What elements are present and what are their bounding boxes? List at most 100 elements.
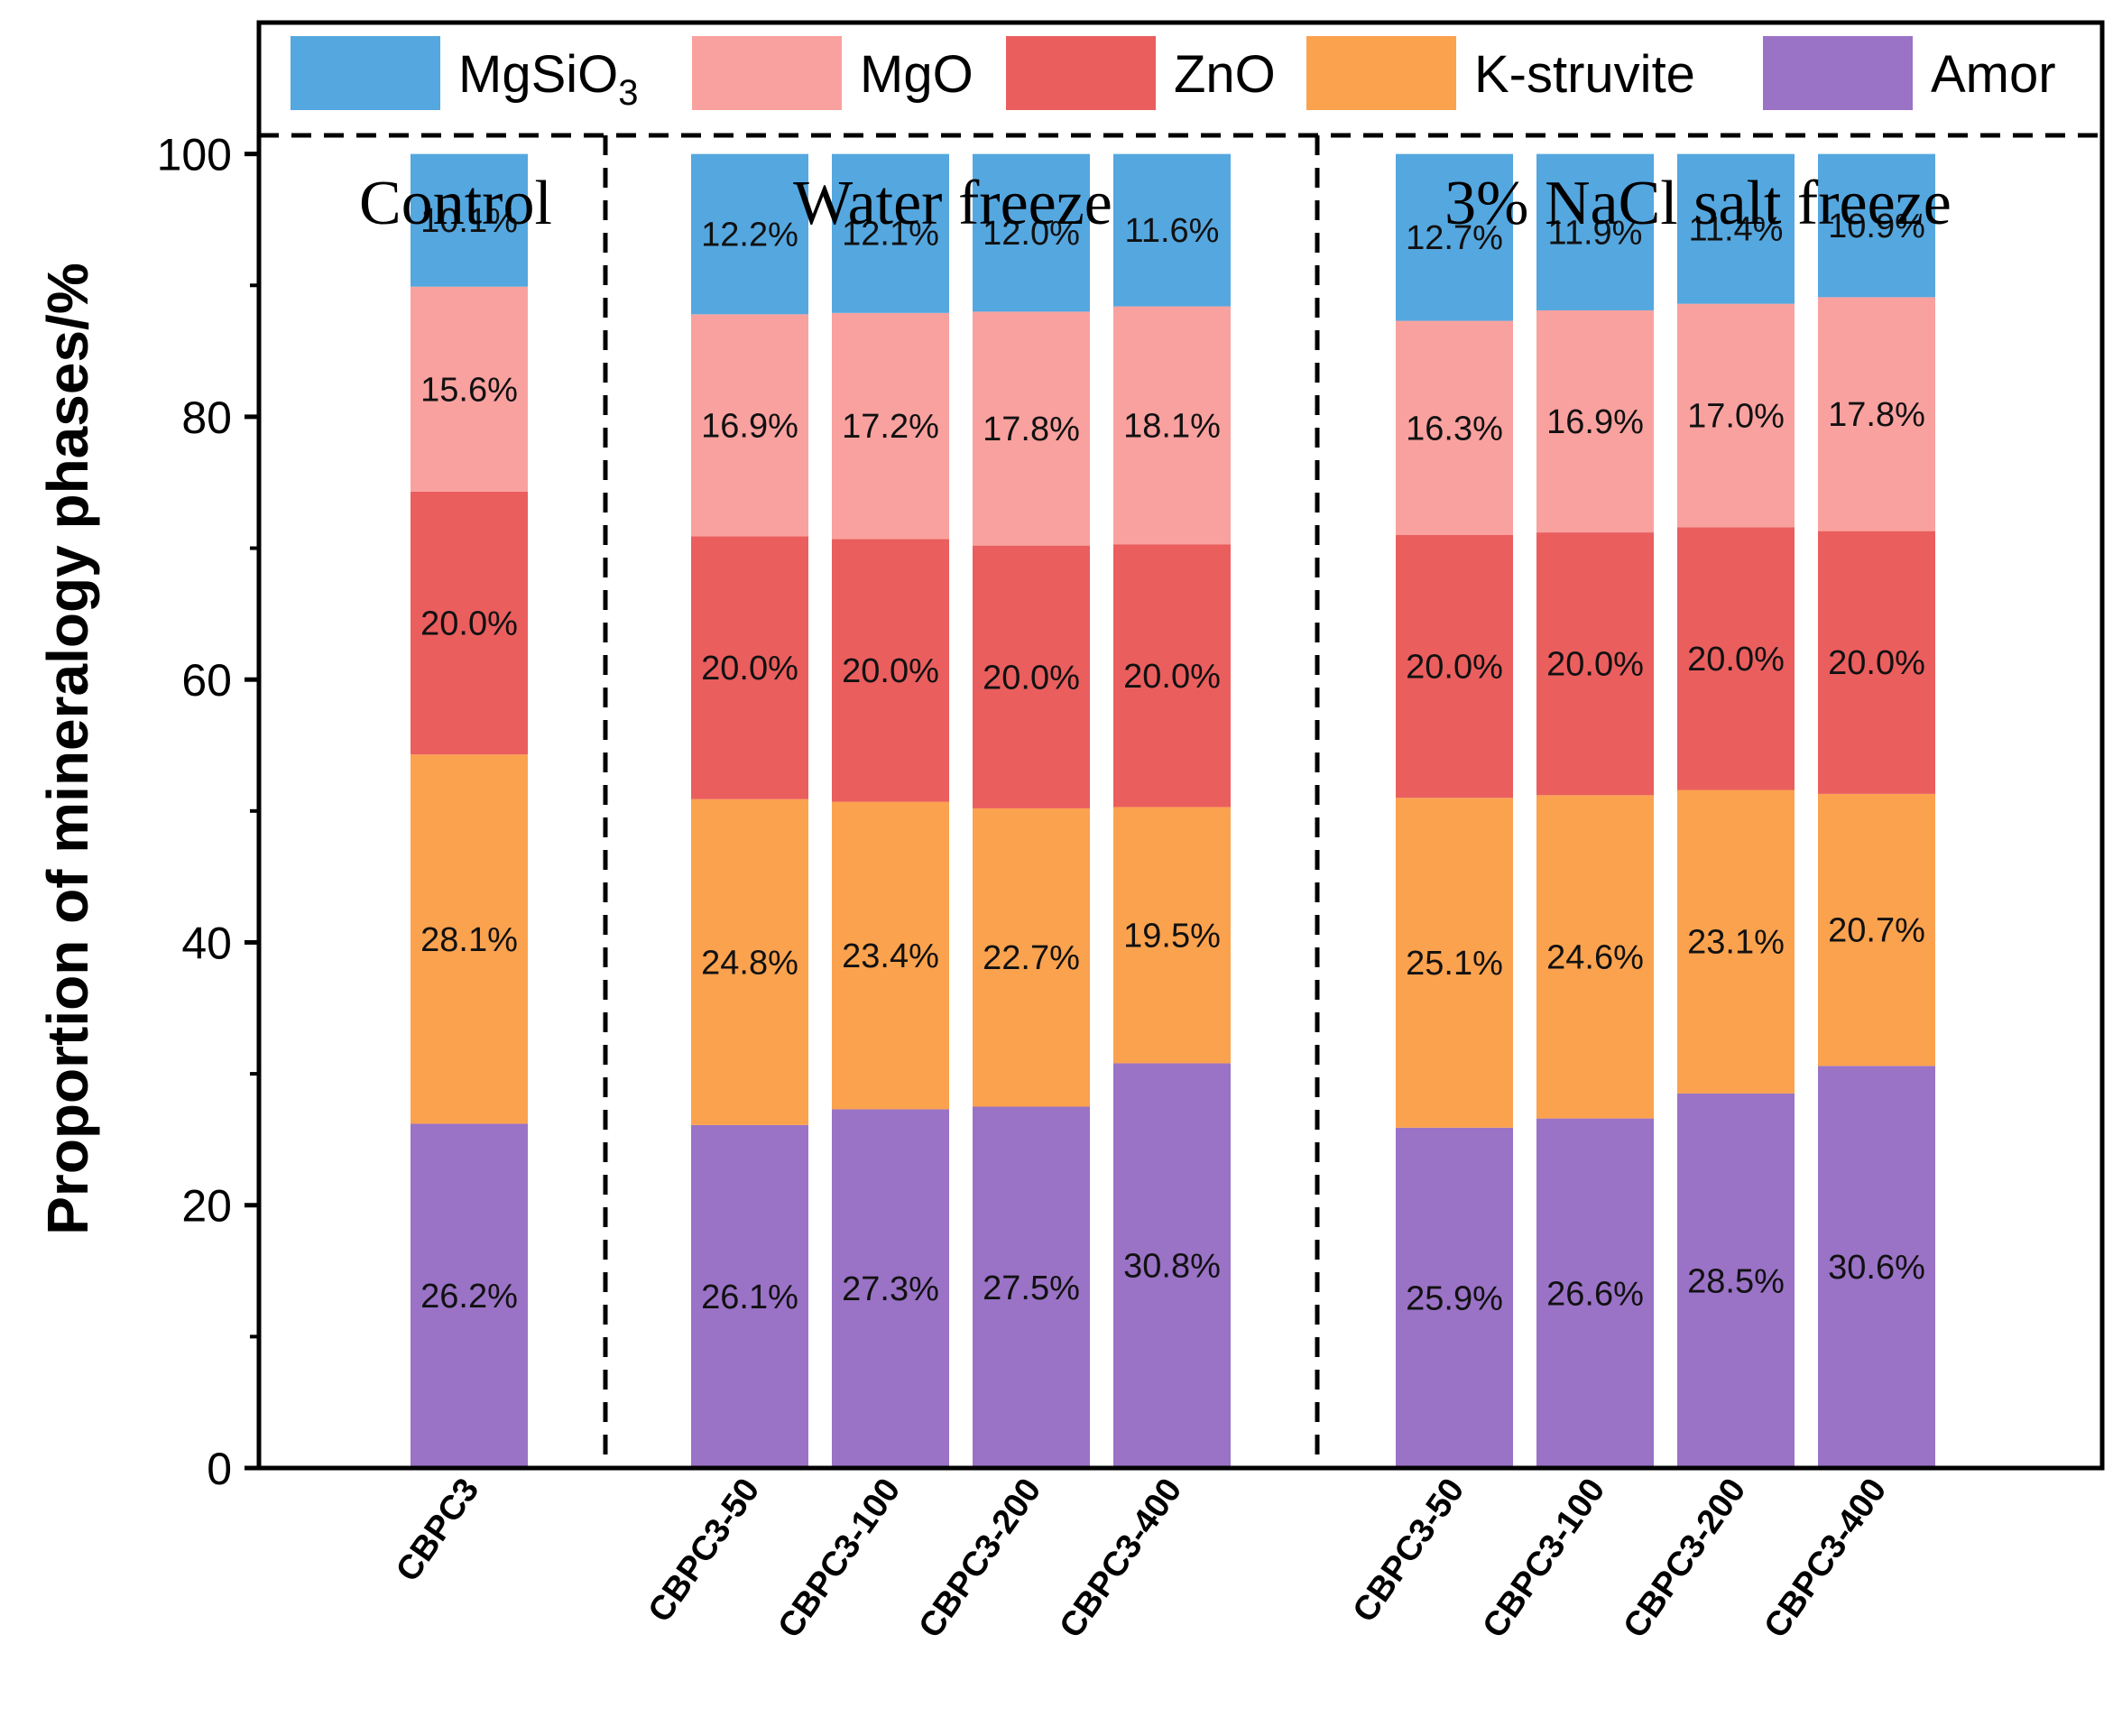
data-label: 20.0% xyxy=(1687,641,1785,679)
data-label: 10.9% xyxy=(1828,208,1925,245)
data-label: 20.0% xyxy=(420,605,518,643)
bar-segment-mgsio3-3 xyxy=(832,153,949,313)
data-label: 19.5% xyxy=(1123,917,1221,955)
data-label: 23.4% xyxy=(842,937,939,975)
legend-label-mgo: MgO xyxy=(860,45,973,104)
data-label: 28.5% xyxy=(1687,1262,1785,1300)
legend: MgSiO3 MgO ZnO K-struvite Amor xyxy=(291,36,2056,113)
data-label: 27.5% xyxy=(983,1270,1080,1307)
bar-segment-zno-4 xyxy=(973,545,1090,808)
legend-swatch-k-struvite xyxy=(1306,36,1456,110)
bar-segment-mgo-4 xyxy=(973,311,1090,546)
y-tick-label: 60 xyxy=(181,655,232,706)
bar-segment-amor-3 xyxy=(832,1109,949,1468)
legend-label-amor: Amor xyxy=(1931,45,2056,104)
y-tick-label: 40 xyxy=(181,918,232,968)
bar-segment-mgsio3-8 xyxy=(1677,153,1795,304)
data-label: 25.1% xyxy=(1406,945,1503,983)
data-label: 28.1% xyxy=(420,921,518,959)
data-label: 20.0% xyxy=(1828,644,1925,682)
data-label: 20.0% xyxy=(701,650,798,688)
x-tick-label: CBPC3-200 xyxy=(1616,1472,1753,1645)
legend-label-k-struvite: K-struvite xyxy=(1474,45,1695,104)
legend-label-zno: ZnO xyxy=(1174,45,1276,104)
data-label: 12.1% xyxy=(842,216,939,254)
bar-segment-amor-6 xyxy=(1396,1127,1513,1468)
bar-segment-zno-1 xyxy=(411,491,528,755)
bar-segment-mgsio3-9 xyxy=(1818,153,1935,298)
legend-swatch-mgo xyxy=(692,36,842,110)
data-label: 24.6% xyxy=(1546,938,1644,976)
bar-segment-mgo-9 xyxy=(1818,297,1935,531)
bar-segment-amor-9 xyxy=(1818,1066,1935,1468)
bar-segment-k-struvite-7 xyxy=(1536,795,1654,1119)
y-tick-label: 100 xyxy=(157,130,232,180)
bar-segment-k-struvite-9 xyxy=(1818,793,1935,1067)
data-label: 12.0% xyxy=(983,215,1080,253)
bar-segment-zno-9 xyxy=(1818,531,1935,794)
bar-segment-k-struvite-2 xyxy=(691,799,808,1125)
data-label: 26.2% xyxy=(420,1278,518,1316)
legend-swatch-amor xyxy=(1763,36,1913,110)
legend-swatch-mgsio3 xyxy=(291,36,440,110)
data-label: 10.1% xyxy=(420,202,518,240)
data-label: 23.1% xyxy=(1687,924,1785,962)
bar-segment-mgsio3-2 xyxy=(691,153,808,315)
bar-segment-zno-2 xyxy=(691,536,808,799)
data-label: 20.0% xyxy=(1546,646,1644,684)
bar-segment-amor-2 xyxy=(691,1124,808,1468)
data-label: 20.0% xyxy=(1406,649,1503,687)
data-label: 30.6% xyxy=(1828,1249,1925,1287)
bar-segment-mgsio3-1 xyxy=(411,153,528,287)
bar-segment-mgo-3 xyxy=(832,312,949,540)
bar-segment-mgo-8 xyxy=(1677,303,1795,528)
bar-segment-zno-3 xyxy=(832,539,949,802)
bar-segment-k-struvite-6 xyxy=(1396,798,1513,1128)
data-label: 12.7% xyxy=(1406,219,1503,257)
group-label: Control xyxy=(359,169,552,238)
bar-segment-amor-5 xyxy=(1113,1063,1231,1468)
data-label: 30.8% xyxy=(1123,1248,1221,1286)
data-label: 16.9% xyxy=(701,407,798,445)
x-tick-label: CBPC3 xyxy=(389,1472,486,1589)
bar-segment-zno-8 xyxy=(1677,527,1795,790)
bar-segment-amor-1 xyxy=(411,1123,528,1468)
data-label: 24.8% xyxy=(701,944,798,982)
data-label: 17.2% xyxy=(842,408,939,446)
x-tick-label: CBPC3-400 xyxy=(1757,1472,1894,1645)
bar-segment-mgsio3-7 xyxy=(1536,153,1654,310)
x-tick-label: CBPC3-50 xyxy=(641,1472,768,1630)
bar-segment-mgsio3-6 xyxy=(1396,153,1513,321)
bar-segment-zno-6 xyxy=(1396,534,1513,799)
group-labels: Control Water freeze 3% NaCl salt freeze xyxy=(359,169,1952,238)
data-label: 20.0% xyxy=(842,652,939,690)
x-tick-label: CBPC3-100 xyxy=(770,1472,908,1645)
data-label: 20.0% xyxy=(983,659,1080,697)
legend-swatch-zno xyxy=(1006,36,1156,110)
data-label: 15.6% xyxy=(420,371,518,409)
data-label: 17.8% xyxy=(1828,396,1925,434)
bar-segment-zno-7 xyxy=(1536,532,1654,796)
data-label: 22.7% xyxy=(983,939,1080,977)
bar-segment-k-struvite-8 xyxy=(1677,790,1795,1094)
data-label: 20.7% xyxy=(1828,912,1925,950)
bar-segment-k-struvite-4 xyxy=(973,808,1090,1107)
bar-segment-mgo-2 xyxy=(691,314,808,537)
group-label: Water freeze xyxy=(793,169,1112,238)
bar-segment-zno-5 xyxy=(1113,544,1231,808)
legend-label-mgsio3: MgSiO3 xyxy=(458,45,639,113)
bar-segment-amor-7 xyxy=(1536,1118,1654,1468)
plot-frame xyxy=(256,20,2105,1471)
bar-segment-amor-4 xyxy=(973,1106,1090,1468)
data-label: 16.9% xyxy=(1546,403,1644,441)
data-label: 20.0% xyxy=(1123,658,1221,696)
data-label: 26.1% xyxy=(701,1279,798,1316)
data-label: 27.3% xyxy=(842,1270,939,1308)
bar-segment-mgo-1 xyxy=(411,286,528,492)
bar-segment-mgo-6 xyxy=(1396,320,1513,535)
bar-segment-mgsio3-5 xyxy=(1113,153,1231,307)
data-label: 11.6% xyxy=(1125,212,1220,250)
data-label: 12.2% xyxy=(701,216,798,254)
data-label: 26.6% xyxy=(1546,1275,1644,1313)
